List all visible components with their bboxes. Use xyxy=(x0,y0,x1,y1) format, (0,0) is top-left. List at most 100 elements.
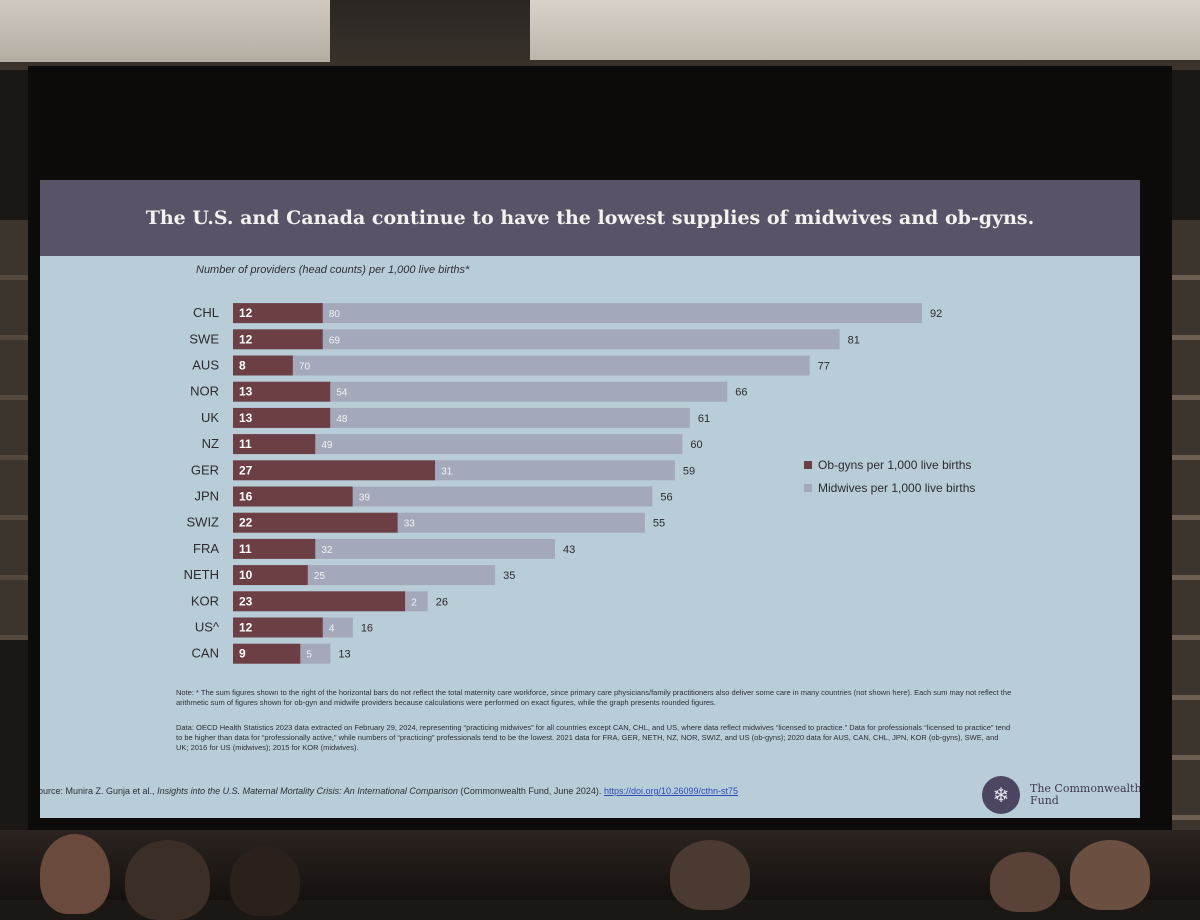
obgyn-value-label: 11 xyxy=(239,542,252,556)
category-label: SWE xyxy=(189,331,219,346)
obgyn-value-label: 16 xyxy=(239,490,253,504)
obgyn-value-label: 13 xyxy=(239,411,253,425)
source-book-title: Insights into the U.S. Maternal Mortalit… xyxy=(157,786,458,796)
obgyn-bar xyxy=(233,381,331,402)
midwife-bar xyxy=(330,381,728,402)
legend-swatch-midwife xyxy=(804,484,812,492)
commonwealth-fund-logo: ❄ The Commonwealth Fund xyxy=(982,776,1140,814)
midwife-bar xyxy=(405,591,428,612)
midwife-value-label: 2 xyxy=(411,597,417,608)
midwife-value-label: 69 xyxy=(329,335,341,346)
obgyn-bar xyxy=(233,617,323,638)
midwife-bar xyxy=(330,407,690,428)
midwife-bar xyxy=(322,303,922,324)
category-label: JPN xyxy=(194,489,219,504)
ceiling-panel xyxy=(530,0,1200,60)
obgyn-value-label: 23 xyxy=(239,594,253,608)
total-value-label: 43 xyxy=(563,544,575,556)
obgyn-bar xyxy=(233,329,323,350)
midwife-value-label: 25 xyxy=(314,571,326,582)
total-value-label: 66 xyxy=(735,387,747,399)
category-label: NOR xyxy=(190,384,219,399)
obgyn-bar xyxy=(233,565,308,586)
obgyn-value-label: 12 xyxy=(239,332,253,346)
total-value-label: 35 xyxy=(503,570,515,582)
midwife-bar xyxy=(315,434,683,455)
midwife-value-label: 54 xyxy=(336,388,348,399)
midwife-value-label: 5 xyxy=(306,650,312,661)
midwife-value-label: 48 xyxy=(336,414,348,425)
obgyn-bar xyxy=(233,355,293,376)
category-label: US^ xyxy=(195,620,220,635)
source-suffix: (Commonwealth Fund, June 2024). xyxy=(457,786,604,796)
midwife-bar xyxy=(352,486,653,507)
category-label: NETH xyxy=(184,567,219,582)
chart-legend: Ob-gyns per 1,000 live births Midwives p… xyxy=(804,458,975,504)
footnote: Note: * The sum figures shown to the rig… xyxy=(176,688,1012,707)
obgyn-bar xyxy=(233,460,436,481)
data-note: Data: OECD Health Statistics 2023 data e… xyxy=(176,723,1011,752)
midwife-value-label: 33 xyxy=(404,519,416,530)
midwife-value-label: 39 xyxy=(359,493,371,504)
midwife-value-label: 49 xyxy=(321,440,333,451)
total-value-label: 56 xyxy=(660,492,672,504)
presentation-slide: The U.S. and Canada continue to have the… xyxy=(40,180,1140,818)
total-value-label: 26 xyxy=(436,596,448,608)
category-label: GER xyxy=(191,462,219,477)
wall-panel xyxy=(0,220,28,640)
title-bar: The U.S. and Canada continue to have the… xyxy=(40,180,1140,256)
total-value-label: 61 xyxy=(698,413,710,425)
category-label: FRA xyxy=(193,541,219,556)
midwife-value-label: 31 xyxy=(441,466,453,477)
obgyn-bar xyxy=(233,434,316,455)
obgyn-value-label: 27 xyxy=(239,463,253,477)
total-value-label: 55 xyxy=(653,518,665,530)
source-doi-link[interactable]: https://doi.org/10.26099/cthn-st75 xyxy=(603,786,739,796)
obgyn-value-label: 22 xyxy=(239,516,253,530)
obgyn-bar xyxy=(233,407,331,428)
category-label: NZ xyxy=(202,436,219,451)
obgyn-value-label: 10 xyxy=(239,568,253,582)
audience-area xyxy=(0,830,1200,920)
source-prefix: Source: Munira Z. Gunja et al., xyxy=(40,786,158,796)
midwife-value-label: 4 xyxy=(329,624,335,635)
obgyn-value-label: 12 xyxy=(239,621,253,635)
audience-head xyxy=(230,846,300,916)
midwife-value-label: 32 xyxy=(321,545,333,556)
total-value-label: 13 xyxy=(338,649,350,661)
category-label: UK xyxy=(201,410,219,425)
category-label: CAN xyxy=(192,646,219,661)
obgyn-value-label: 8 xyxy=(239,359,246,373)
midwife-bar xyxy=(435,460,675,481)
category-label: SWIZ xyxy=(187,515,220,530)
category-label: CHL xyxy=(193,305,219,320)
midwife-bar xyxy=(315,538,556,559)
obgyn-value-label: 12 xyxy=(239,306,253,320)
obgyn-bar xyxy=(233,303,323,324)
total-value-label: 60 xyxy=(690,439,702,451)
source-citation: Source: Munira Z. Gunja et al., Insights… xyxy=(40,786,738,796)
obgyn-bar xyxy=(233,643,301,664)
obgyn-value-label: 9 xyxy=(239,647,246,661)
total-value-label: 77 xyxy=(818,361,830,373)
logo-text: The Commonwealth Fund xyxy=(1030,782,1140,807)
audience-head xyxy=(1070,840,1150,910)
snowflake-icon: ❄ xyxy=(982,776,1020,814)
obgyn-bar xyxy=(233,486,353,507)
obgyn-value-label: 13 xyxy=(239,385,253,399)
audience-head xyxy=(670,840,750,910)
midwife-bar xyxy=(397,512,645,533)
midwife-bar xyxy=(322,329,840,350)
legend-swatch-obgyn xyxy=(804,461,812,469)
total-value-label: 16 xyxy=(361,623,373,635)
category-label: KOR xyxy=(191,593,219,608)
midwife-bar xyxy=(300,643,331,664)
obgyn-bar xyxy=(233,512,398,533)
midwife-bar xyxy=(322,617,353,638)
audience-head xyxy=(990,852,1060,912)
category-label: AUS xyxy=(192,358,219,373)
legend-label-obgyn: Ob-gyns per 1,000 live births xyxy=(818,458,972,472)
midwife-value-label: 80 xyxy=(329,309,341,320)
chart-subtitle: Number of providers (head counts) per 1,… xyxy=(196,264,470,276)
